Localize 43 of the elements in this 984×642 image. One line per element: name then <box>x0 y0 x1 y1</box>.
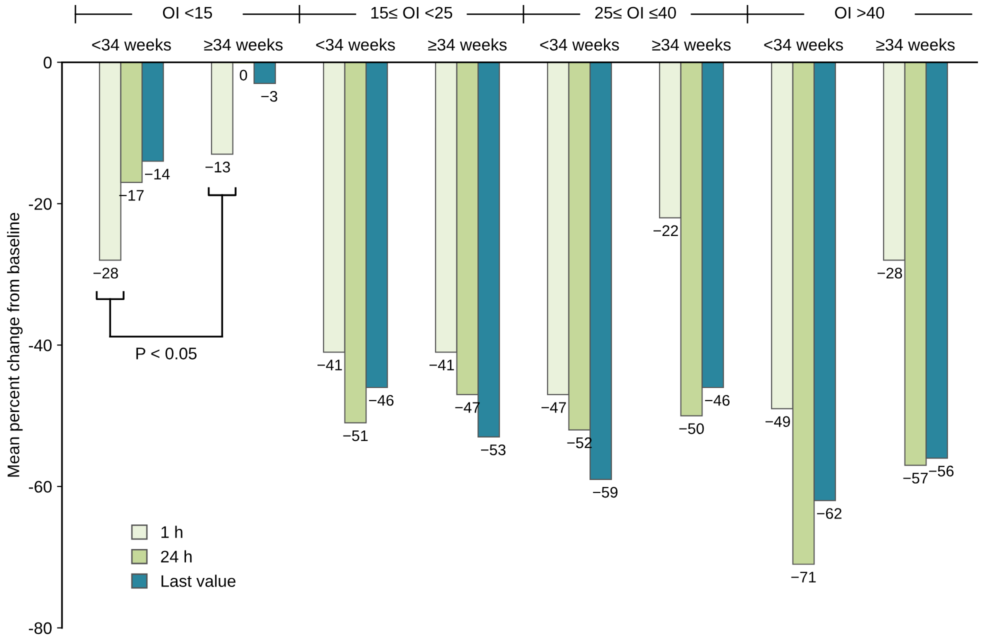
y-tick-label: -20 <box>28 198 52 210</box>
x-tick-label: <34 weeks <box>764 38 843 51</box>
text: OI >40 <box>835 6 884 19</box>
data-label: −41 <box>430 360 454 370</box>
data-label: −41 <box>317 360 342 370</box>
x-tick-label: ≥34 weeks <box>876 38 955 51</box>
legend-label: Last value <box>162 574 236 587</box>
data-label: −47 <box>542 402 566 413</box>
data-label: −22 <box>654 225 678 236</box>
data-label: −3 <box>261 90 278 102</box>
x-tick-label: ≥34 weeks <box>204 38 283 51</box>
y-axis-title: Mean percent change from baseline <box>7 212 23 477</box>
data-label: −51 <box>343 430 368 442</box>
data-label: −28 <box>878 268 902 279</box>
y-tick-label: -60 <box>28 480 52 493</box>
data-label: −56 <box>929 466 954 476</box>
x-tick-label: <34 weeks <box>540 38 619 51</box>
data-label: −53 <box>481 444 506 456</box>
data-label: −59 <box>593 486 618 498</box>
x-tick-label: <34 weeks <box>316 38 395 51</box>
x-tick-label: ≥34 weeks <box>652 38 731 51</box>
data-label: 0 <box>240 70 248 81</box>
data-label: −14 <box>144 168 170 180</box>
data-label: −46 <box>369 394 394 406</box>
y-tick-label: -40 <box>28 339 52 352</box>
annotation: P < 0.05 <box>136 348 197 360</box>
data-label: −49 <box>766 416 790 427</box>
data-label: −71 <box>791 572 816 582</box>
y-tick-label: -80 <box>28 622 52 634</box>
data-label: −46 <box>705 394 730 406</box>
x-tick-label: ≥34 weeks <box>428 38 507 51</box>
data-label: −13 <box>205 162 230 172</box>
text: OI <15 <box>162 6 212 19</box>
x-tick-label: <34 weeks <box>92 38 171 51</box>
data-label: −28 <box>93 268 118 279</box>
text: 15≤ OI <25 <box>371 6 452 19</box>
data-label: −57 <box>903 472 928 484</box>
data-label: −50 <box>679 423 704 434</box>
legend-label: 1 h <box>162 526 182 538</box>
legend-label: 24 h <box>161 550 192 562</box>
text: 25≤ OI ≤40 <box>595 6 676 19</box>
y-tick-label: 0 <box>44 56 52 68</box>
data-label: −62 <box>817 508 842 519</box>
